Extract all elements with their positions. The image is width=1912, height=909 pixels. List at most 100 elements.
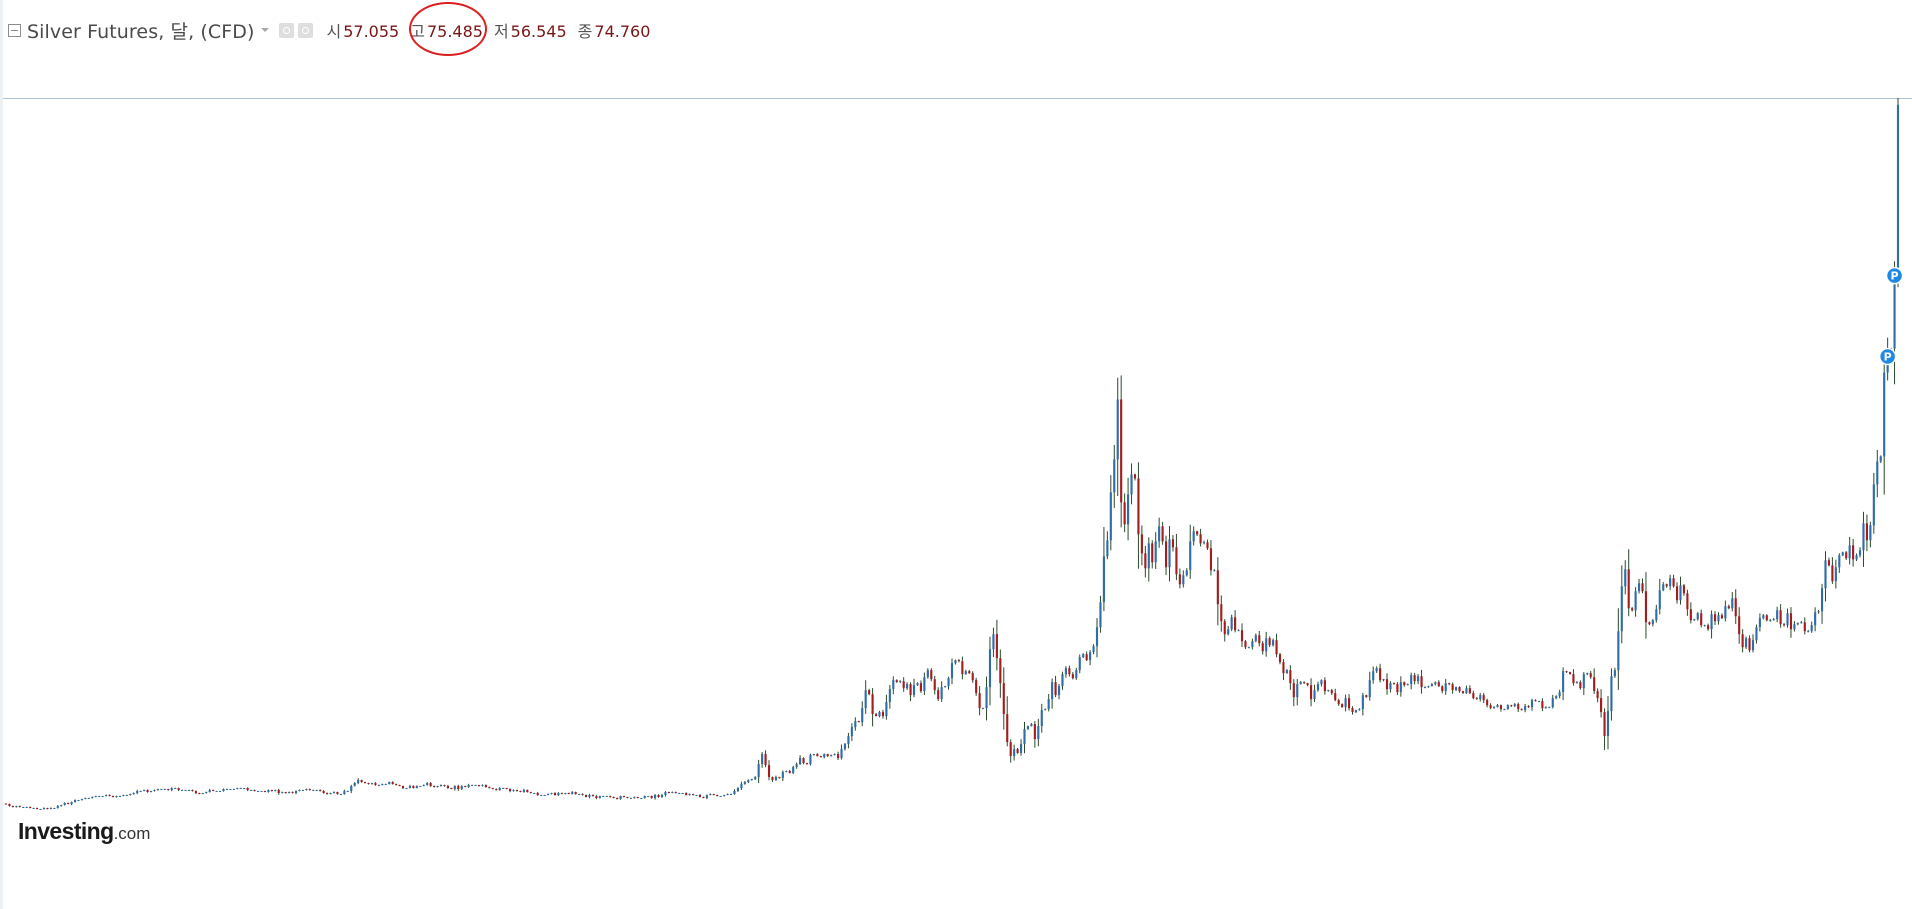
candle-body[interactable] bbox=[49, 808, 52, 810]
candle-body[interactable] bbox=[916, 683, 919, 686]
candle-body[interactable] bbox=[1693, 619, 1696, 621]
candle-body[interactable] bbox=[1320, 680, 1323, 685]
candle-body[interactable] bbox=[1171, 539, 1175, 548]
candle-body[interactable] bbox=[1427, 686, 1430, 688]
candle-body[interactable] bbox=[1265, 638, 1268, 652]
event-marker[interactable] bbox=[1885, 266, 1904, 285]
candle-body[interactable] bbox=[98, 796, 101, 798]
candle-body[interactable] bbox=[1700, 613, 1703, 626]
candle-body[interactable] bbox=[861, 708, 864, 723]
candle-body[interactable] bbox=[764, 754, 767, 766]
candle-body[interactable] bbox=[509, 789, 512, 792]
candle-body[interactable] bbox=[598, 796, 601, 799]
candle-body[interactable] bbox=[1461, 691, 1465, 694]
candle-body[interactable] bbox=[326, 793, 329, 795]
candle-body[interactable] bbox=[1703, 625, 1706, 627]
candle-body[interactable] bbox=[1486, 700, 1489, 706]
candle-body[interactable] bbox=[1468, 688, 1471, 694]
candle-body[interactable] bbox=[198, 793, 201, 795]
candle-body[interactable] bbox=[543, 795, 546, 797]
candle-body[interactable] bbox=[1417, 676, 1420, 682]
candle-body[interactable] bbox=[1099, 602, 1102, 628]
candle-body[interactable] bbox=[350, 786, 353, 792]
candle-body[interactable] bbox=[1572, 674, 1575, 684]
candle-body[interactable] bbox=[222, 789, 225, 792]
candle-body[interactable] bbox=[1089, 652, 1092, 661]
candle-body[interactable] bbox=[1057, 686, 1061, 696]
candle-body[interactable] bbox=[1530, 700, 1534, 708]
candle-body[interactable] bbox=[546, 794, 550, 796]
candle-body[interactable] bbox=[674, 792, 677, 794]
candle-body[interactable] bbox=[809, 755, 812, 765]
candle-body[interactable] bbox=[633, 797, 636, 799]
candle-body[interactable] bbox=[46, 808, 49, 810]
candle-body[interactable] bbox=[495, 789, 498, 791]
candle-body[interactable] bbox=[1644, 591, 1648, 623]
candle-body[interactable] bbox=[1865, 523, 1868, 541]
candle-body[interactable] bbox=[1492, 707, 1496, 709]
candle-body[interactable] bbox=[743, 782, 746, 785]
candle-body[interactable] bbox=[1379, 668, 1382, 681]
candle-body[interactable] bbox=[819, 756, 822, 758]
candle-body[interactable] bbox=[153, 790, 156, 792]
candle-body[interactable] bbox=[181, 790, 184, 792]
candle-body[interactable] bbox=[795, 764, 798, 768]
candle-body[interactable] bbox=[1130, 474, 1133, 495]
candle-body[interactable] bbox=[1472, 693, 1475, 699]
candle-body[interactable] bbox=[1006, 714, 1009, 743]
candle-body[interactable] bbox=[878, 712, 881, 717]
candle-body[interactable] bbox=[218, 791, 222, 793]
candle-body[interactable] bbox=[1617, 631, 1620, 671]
candle-body[interactable] bbox=[115, 796, 118, 798]
candle-body[interactable] bbox=[177, 788, 180, 791]
candle-body[interactable] bbox=[1558, 692, 1561, 697]
candle-body[interactable] bbox=[1009, 742, 1012, 757]
candle-body[interactable] bbox=[650, 796, 653, 799]
candle-body[interactable] bbox=[498, 788, 501, 791]
candle-body[interactable] bbox=[909, 684, 912, 696]
candle-body[interactable] bbox=[1738, 616, 1741, 635]
candle-body[interactable] bbox=[301, 790, 304, 792]
candle-body[interactable] bbox=[91, 797, 94, 799]
candle-body[interactable] bbox=[80, 799, 84, 801]
candle-body[interactable] bbox=[1382, 679, 1385, 681]
candle-body[interactable] bbox=[212, 790, 215, 792]
candle-body[interactable] bbox=[1344, 698, 1347, 708]
candle-body[interactable] bbox=[1838, 555, 1841, 568]
candle-body[interactable] bbox=[1776, 610, 1779, 620]
candle-body[interactable] bbox=[626, 797, 629, 799]
candle-body[interactable] bbox=[1275, 640, 1278, 655]
candle-body[interactable] bbox=[267, 790, 270, 793]
candle-body[interactable] bbox=[312, 790, 315, 792]
candle-body[interactable] bbox=[1085, 654, 1088, 661]
candle-body[interactable] bbox=[1258, 635, 1261, 644]
candle-body[interactable] bbox=[481, 785, 484, 787]
candle-body[interactable] bbox=[1800, 622, 1803, 624]
candle-body[interactable] bbox=[429, 783, 432, 787]
candle-body[interactable] bbox=[992, 634, 995, 650]
candle-body[interactable] bbox=[353, 783, 356, 787]
candle-body[interactable] bbox=[1506, 705, 1509, 710]
candle-body[interactable] bbox=[512, 790, 515, 792]
candle-body[interactable] bbox=[319, 790, 322, 792]
candle-body[interactable] bbox=[1620, 586, 1623, 632]
candle-body[interactable] bbox=[1879, 456, 1882, 462]
candle-body[interactable] bbox=[132, 793, 135, 795]
candle-body[interactable] bbox=[1444, 683, 1447, 692]
candle-body[interactable] bbox=[29, 807, 32, 809]
candle-body[interactable] bbox=[336, 792, 339, 795]
candle-body[interactable] bbox=[1648, 622, 1651, 625]
collapse-legend-icon[interactable] bbox=[8, 23, 21, 37]
candle-body[interactable] bbox=[1586, 673, 1589, 675]
candle-body[interactable] bbox=[957, 660, 960, 662]
candle-body[interactable] bbox=[84, 798, 87, 800]
candle-body[interactable] bbox=[484, 785, 487, 788]
candle-body[interactable] bbox=[1765, 615, 1768, 621]
candle-body[interactable] bbox=[1824, 560, 1827, 589]
candle-body[interactable] bbox=[305, 789, 308, 791]
candle-body[interactable] bbox=[778, 777, 781, 779]
candle-body[interactable] bbox=[1341, 704, 1344, 708]
candle-body[interactable] bbox=[446, 786, 449, 789]
candle-body[interactable] bbox=[968, 671, 971, 674]
